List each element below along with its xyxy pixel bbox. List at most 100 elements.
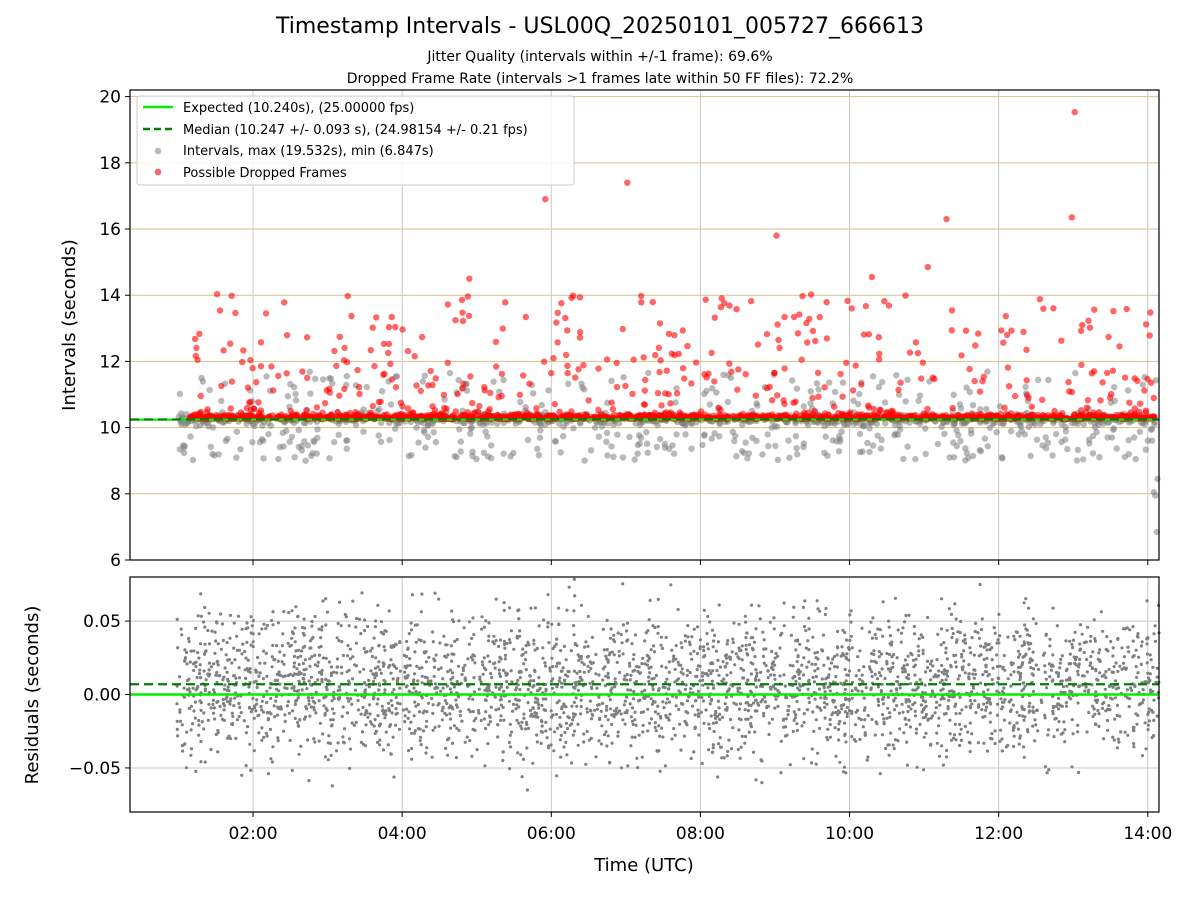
residual-point — [200, 720, 204, 724]
residual-point — [772, 627, 776, 631]
dropped-frame-point — [781, 365, 788, 372]
dropped-frame-point — [458, 296, 466, 304]
residual-point — [197, 733, 201, 737]
residual-point — [283, 686, 287, 690]
interval-point — [545, 387, 552, 394]
residual-point — [391, 677, 395, 681]
residual-point — [634, 723, 638, 727]
dropped-frame-point — [919, 359, 927, 366]
residual-point — [396, 701, 400, 705]
residual-point — [529, 606, 533, 610]
dropped-frame-point — [667, 400, 674, 407]
residual-point — [680, 667, 684, 671]
residual-point — [920, 710, 924, 714]
interval-point — [815, 386, 822, 393]
residual-point — [412, 714, 416, 718]
y-tick-label: 14 — [99, 286, 121, 306]
dropped-frame-point — [444, 301, 452, 308]
residual-point — [271, 745, 275, 749]
residual-point — [649, 717, 654, 721]
residual-point — [207, 661, 211, 665]
interval-point — [457, 448, 464, 455]
residual-point — [773, 706, 777, 710]
dropped-frame-point — [710, 412, 717, 419]
residual-point — [658, 769, 662, 773]
residual-point — [193, 716, 197, 720]
residual-point — [683, 687, 688, 692]
dropped-frame-point — [481, 384, 488, 391]
residual-point — [311, 699, 315, 703]
residual-point — [444, 713, 449, 717]
residual-point — [743, 614, 748, 618]
residual-point — [257, 731, 261, 735]
residual-point — [1125, 688, 1129, 692]
residual-point — [1087, 710, 1091, 715]
residual-point — [836, 709, 840, 713]
interval-point — [713, 389, 720, 396]
dropped-frame-point — [548, 369, 555, 377]
residual-point — [656, 625, 660, 629]
residual-point — [633, 633, 638, 637]
interval-point — [530, 390, 537, 397]
residual-point — [858, 677, 862, 681]
residual-point — [912, 624, 916, 629]
interval-point — [260, 455, 267, 462]
residual-point — [532, 642, 536, 646]
residual-point — [696, 712, 701, 716]
dropped-frame-point — [247, 398, 254, 406]
residual-point — [369, 649, 373, 653]
interval-point — [302, 457, 309, 464]
residual-point — [486, 742, 490, 746]
residual-point — [998, 739, 1002, 744]
residual-point — [627, 661, 632, 666]
dropped-frame-point — [244, 384, 252, 391]
interval-point — [912, 455, 919, 463]
residual-point — [514, 707, 518, 711]
residual-point — [840, 645, 844, 649]
dropped-frame-point — [766, 383, 773, 391]
residual-point — [877, 671, 882, 675]
residual-point — [458, 709, 462, 714]
interval-point — [306, 368, 313, 375]
residual-point — [204, 678, 208, 682]
residual-point — [576, 722, 580, 726]
residuals-axes: −0.050.000.05 02:00 04:00 06:00 08:00 10:00 1… — [22, 576, 1172, 876]
residual-point — [394, 712, 398, 716]
residual-point — [933, 711, 937, 715]
residual-point — [599, 742, 604, 746]
interval-point — [950, 439, 957, 446]
residual-point — [613, 685, 617, 689]
residual-point — [667, 718, 671, 722]
residual-point — [1031, 705, 1035, 709]
residual-point — [572, 729, 577, 733]
residual-point — [1092, 707, 1096, 711]
dropped-frame-point — [801, 409, 808, 416]
residual-point — [416, 679, 420, 683]
interval-point — [378, 388, 386, 395]
dropped-frame-point — [568, 408, 575, 415]
dropped-frame-point — [724, 413, 732, 420]
residual-point — [597, 703, 601, 707]
residual-point — [438, 641, 442, 645]
residual-point — [558, 738, 562, 742]
dropped-frame-point — [831, 403, 838, 410]
residual-point — [189, 753, 193, 757]
residual-point — [525, 722, 529, 727]
dropped-frame-point — [397, 399, 405, 406]
interval-point — [941, 430, 948, 437]
residual-point — [450, 671, 455, 675]
residual-point — [939, 643, 943, 647]
residual-point — [696, 708, 700, 712]
residual-point — [494, 685, 498, 689]
interval-point — [977, 406, 984, 413]
residual-point — [648, 721, 652, 725]
dropped-frame-point — [227, 340, 234, 347]
dropped-frame-point — [726, 302, 733, 309]
interval-point — [456, 426, 463, 433]
residual-point — [598, 716, 602, 720]
residual-point — [1027, 606, 1031, 610]
dropped-frame-point — [774, 392, 781, 399]
interval-point — [1131, 434, 1138, 441]
interval-point — [488, 442, 495, 449]
